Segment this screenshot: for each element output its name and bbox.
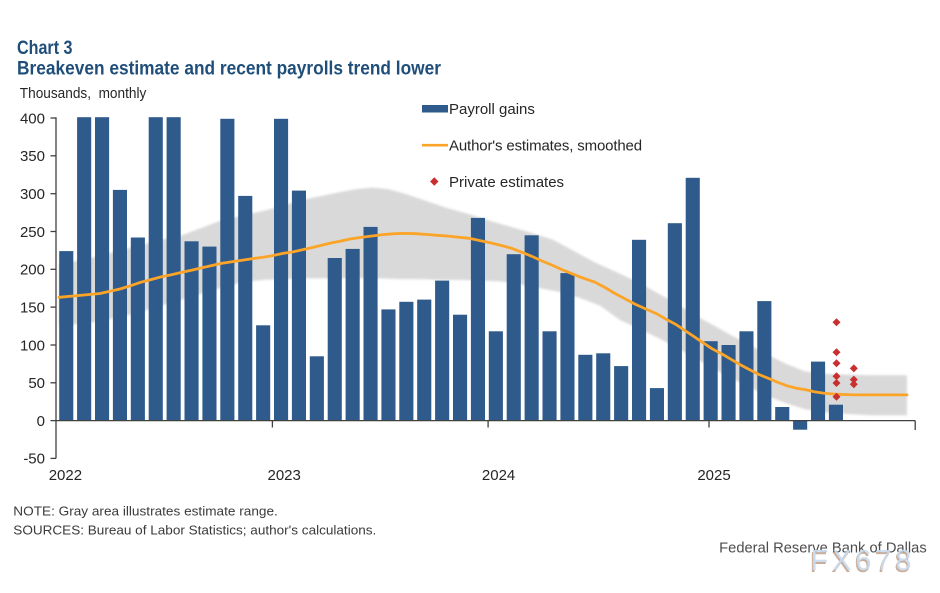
svg-text:100: 100	[20, 337, 45, 354]
svg-text:Federal Reserve Bank of Dallas: Federal Reserve Bank of Dallas	[719, 541, 927, 557]
svg-text:300: 300	[20, 186, 45, 203]
svg-text:Author's estimates, smoothed: Author's estimates, smoothed	[449, 137, 642, 154]
svg-text:50: 50	[28, 375, 45, 392]
svg-text:NOTE: Gray area illustrates es: NOTE: Gray area illustrates estimate ran…	[13, 504, 278, 519]
svg-text:-50: -50	[23, 451, 45, 468]
svg-text:SOURCES: Bureau of Labor Stati: SOURCES: Bureau of Labor Statistics; aut…	[13, 523, 376, 538]
svg-text:Chart 3: Chart 3	[17, 37, 73, 59]
svg-text:400: 400	[20, 110, 45, 127]
svg-text:200: 200	[20, 262, 45, 279]
svg-text:Breakeven estimate and recent: Breakeven estimate and recent payrolls t…	[17, 58, 441, 80]
svg-text:FX678: FX678	[810, 547, 915, 579]
svg-text:2025: 2025	[697, 467, 730, 484]
svg-text:2024: 2024	[482, 467, 515, 484]
svg-text:2023: 2023	[268, 467, 301, 484]
svg-text:150: 150	[20, 299, 45, 316]
svg-text:Private estimates: Private estimates	[449, 174, 564, 191]
svg-text:Thousands, monthly: Thousands, monthly	[20, 85, 147, 102]
svg-text:2022: 2022	[49, 467, 82, 484]
svg-text:250: 250	[20, 224, 45, 241]
svg-text:FX678: FX678	[811, 545, 916, 577]
svg-text:Payroll gains: Payroll gains	[449, 101, 535, 118]
svg-text:350: 350	[20, 148, 45, 165]
svg-text:0: 0	[37, 413, 45, 430]
